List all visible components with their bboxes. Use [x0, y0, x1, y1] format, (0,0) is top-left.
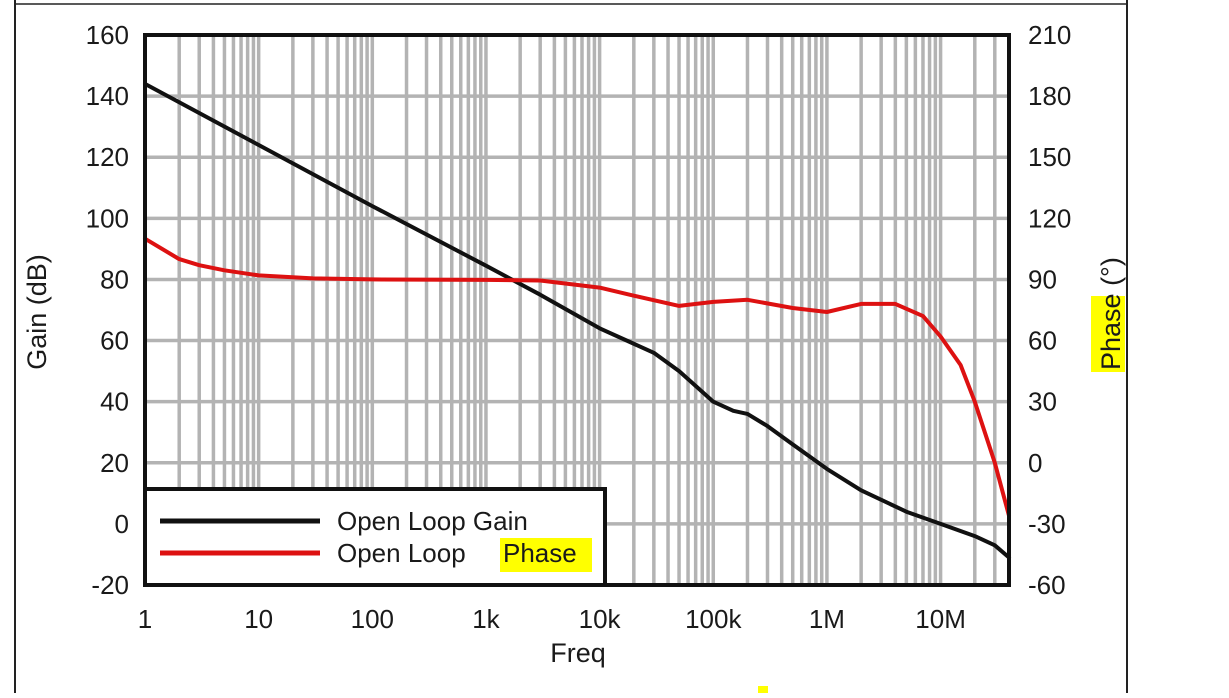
y2-label-highlight	[1091, 296, 1125, 372]
y2-axis-label: Phase (°)	[1091, 257, 1126, 372]
x-tick-label: 10k	[579, 604, 622, 634]
y-tick-label: 140	[86, 81, 129, 111]
svg-text:Phase (°): Phase (°)	[1096, 257, 1126, 370]
y-tick-label: 0	[115, 509, 129, 539]
series-line-open-loop-gain	[143, 81, 1011, 560]
y2-tick-label: 30	[1028, 387, 1057, 417]
legend: Open Loop Gain Open Loop Phase	[143, 487, 607, 587]
y2-label-word: Phase	[1096, 293, 1126, 370]
legend-label-phase-word: Phase	[503, 538, 577, 568]
y2-tick-label: 150	[1028, 142, 1071, 172]
x-tick-label: 10M	[915, 604, 966, 634]
y-tick-label: 120	[86, 142, 129, 172]
y2-tick-label: 210	[1028, 20, 1071, 50]
x-tick-label: 100	[351, 604, 394, 634]
highlight-fragment	[758, 686, 768, 693]
y2-tick-label: 0	[1028, 448, 1042, 478]
y2-tick-label: -60	[1028, 570, 1066, 600]
y-axis-left-ticks: 160 140 120 100 80 60 40 20 0 -20	[86, 20, 129, 600]
x-tick-label: 100k	[685, 604, 742, 634]
x-tick-label: 1	[138, 604, 152, 634]
y-tick-label: -20	[91, 570, 129, 600]
y2-tick-label: -30	[1028, 509, 1066, 539]
y-tick-label: 100	[86, 203, 129, 233]
legend-label-phase-prefix: Open Loop	[337, 538, 466, 568]
x-tick-label: 1k	[472, 604, 500, 634]
y-tick-label: 40	[100, 387, 129, 417]
legend-box	[143, 487, 607, 587]
legend-phase-highlight	[500, 538, 592, 572]
y2-tick-label: 60	[1028, 326, 1057, 356]
legend-label-gain: Open Loop Gain	[337, 506, 528, 536]
x-axis-label: Freq	[550, 638, 606, 668]
y-axis-right-ticks: 210 180 150 120 90 60 30 0 -30 -60	[1028, 20, 1071, 600]
y-tick-label: 80	[100, 264, 129, 294]
y-tick-label: 60	[100, 326, 129, 356]
x-tick-label: 1M	[809, 604, 845, 634]
y-tick-label: 160	[86, 20, 129, 50]
x-tick-label: 10	[244, 604, 273, 634]
plot-lines	[143, 81, 1011, 560]
x-axis-ticks: 1 10 100 1k 10k 100k 1M 10M	[138, 604, 966, 634]
y-axis-label: Gain (dB)	[22, 254, 52, 370]
y2-tick-label: 120	[1028, 203, 1071, 233]
y2-label-unit: (°)	[1096, 257, 1126, 293]
y-tick-label: 20	[100, 448, 129, 478]
y2-tick-label: 180	[1028, 81, 1071, 111]
y2-tick-label: 90	[1028, 264, 1057, 294]
series-line-open-loop-phase	[143, 236, 1011, 518]
